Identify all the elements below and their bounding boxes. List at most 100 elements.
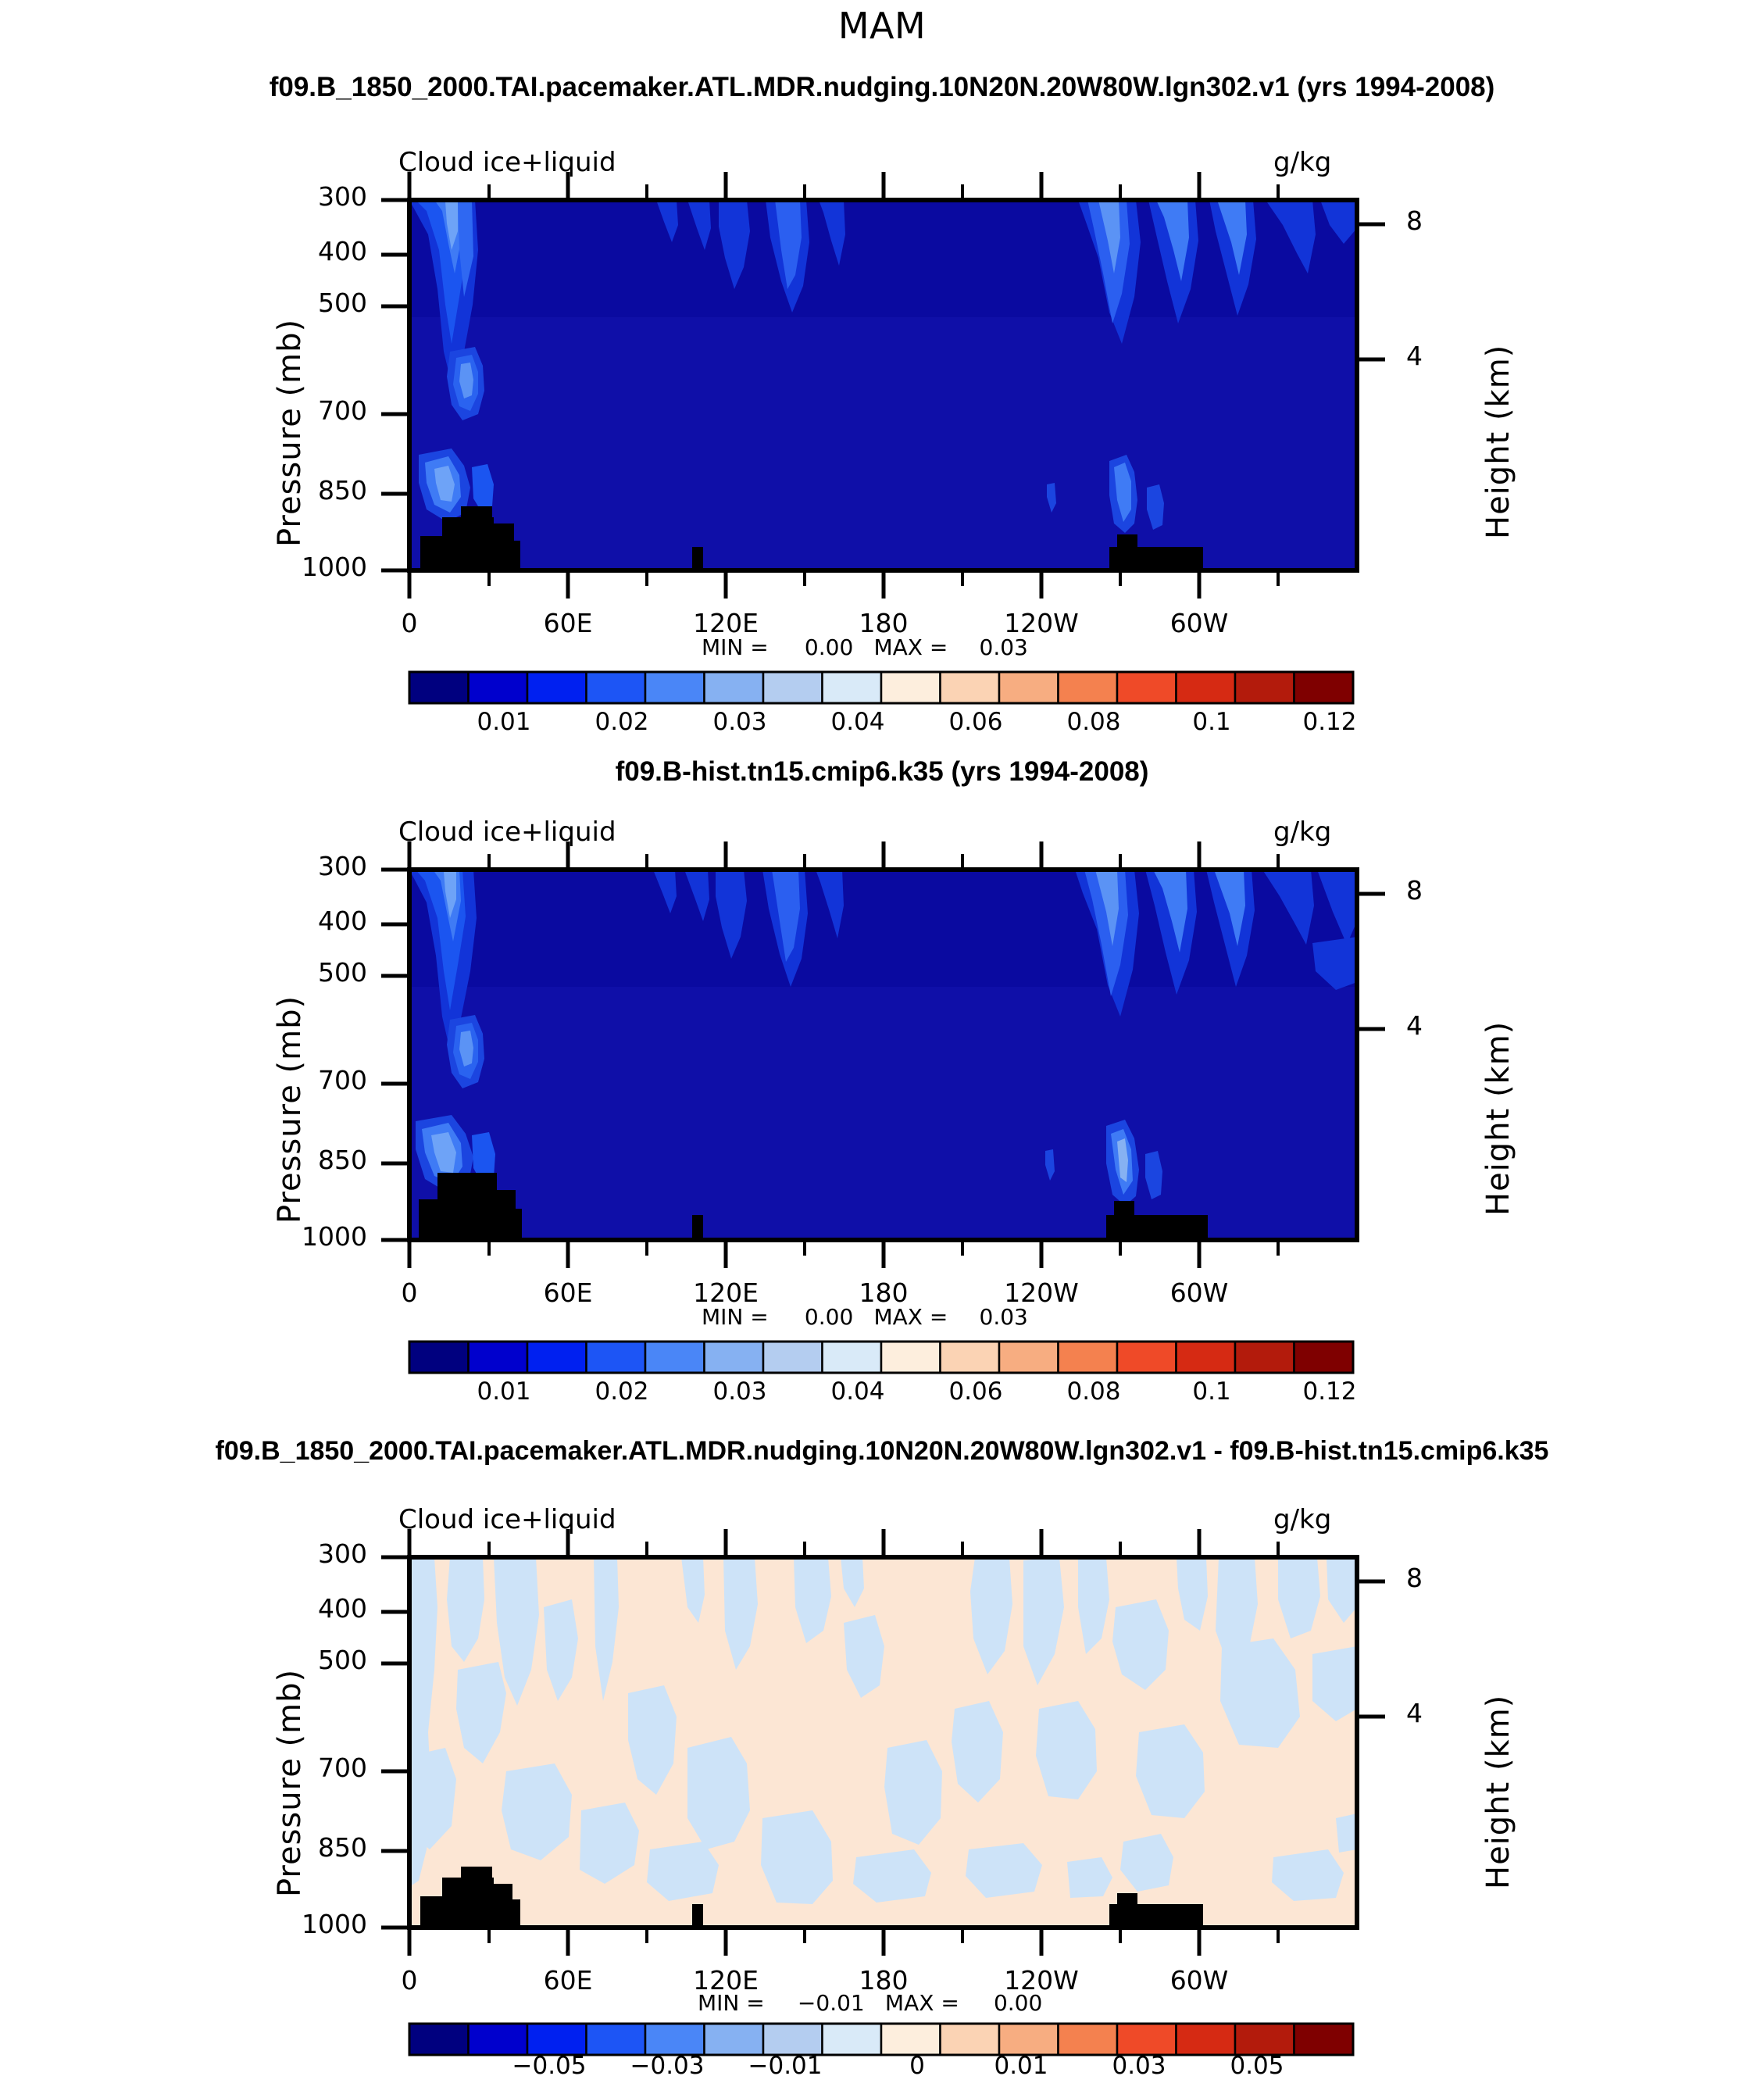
colorbar-cell bbox=[408, 2022, 470, 2056]
panel-case-max-value: 0.03 bbox=[979, 634, 1028, 660]
colorbar-cell bbox=[880, 1340, 941, 1374]
panel-difference-max-label: MAX = bbox=[884, 1990, 959, 2016]
colorbar-cell bbox=[762, 670, 823, 705]
cbA2-tick-5: 0.08 bbox=[1066, 1377, 1121, 1406]
panel-control-units-label: g/kg bbox=[1273, 816, 1332, 848]
cbD-tick-6: 0.05 bbox=[1230, 2052, 1284, 2076]
panel-case-topography-mask bbox=[420, 506, 1203, 570]
panel-case-title: f09.B_1850_2000.TAI.pacemaker.ATL.MDR.nu… bbox=[269, 72, 1495, 102]
panel-control-min-label: MIN = bbox=[702, 1304, 769, 1330]
panel-case-min-label: MIN = bbox=[702, 634, 769, 660]
panel-control-ytick-400: 400 bbox=[318, 906, 367, 936]
cbD-tick-1: −0.03 bbox=[630, 2052, 705, 2076]
panel-case-y2tick-8: 8 bbox=[1406, 205, 1423, 236]
panel-case-ytick-400: 400 bbox=[318, 236, 367, 266]
cbA1-tick-7: 0.12 bbox=[1302, 708, 1357, 736]
colorbar-cell bbox=[1293, 2022, 1355, 2056]
colorbar-cell bbox=[408, 670, 470, 705]
colorbar-cell bbox=[1057, 2022, 1119, 2056]
panel-control-topography-mask bbox=[419, 1173, 1208, 1240]
colorbar-cell bbox=[467, 1340, 529, 1374]
cbA1-tick-5: 0.08 bbox=[1066, 708, 1121, 736]
panel-difference-title: f09.B_1850_2000.TAI.pacemaker.ATL.MDR.nu… bbox=[215, 1436, 1549, 1466]
colorbar-cell bbox=[1293, 670, 1355, 705]
panel-case-field-label: Cloud ice+liquid bbox=[398, 147, 616, 178]
panel-case-xtick-120E: 120E bbox=[693, 608, 759, 638]
colorbar-cell bbox=[585, 2022, 647, 2056]
colorbar-difference[interactable] bbox=[406, 2021, 1359, 2058]
panel-difference-y2tick-4: 4 bbox=[1406, 1698, 1423, 1728]
panel-case-xtick-120W: 120W bbox=[1004, 608, 1079, 638]
panel-control-xtick-60W: 60W bbox=[1169, 1277, 1229, 1308]
colorbar-cell bbox=[880, 2022, 941, 2056]
panel-control-min-value: 0.00 bbox=[804, 1304, 854, 1330]
panel-case-top-ticks bbox=[407, 172, 1280, 200]
colorbar-cell bbox=[1293, 1340, 1355, 1374]
panel-case-ytick-1000: 1000 bbox=[302, 552, 367, 582]
panel-control-contour-field bbox=[409, 870, 1357, 1240]
panel-difference-ytick-1000: 1000 bbox=[302, 1909, 367, 1939]
panel-case-y2tick-4: 4 bbox=[1406, 341, 1423, 371]
colorbar-cell bbox=[644, 670, 705, 705]
panel-case-xtick-60W: 60W bbox=[1169, 608, 1229, 638]
cbD-tick-4: 0.01 bbox=[994, 2052, 1048, 2076]
colorbar-cell bbox=[998, 2022, 1059, 2056]
colorbar-cell bbox=[644, 2022, 705, 2056]
panel-difference-xtick-60W: 60W bbox=[1169, 1965, 1229, 1996]
panel-control-field-label: Cloud ice+liquid bbox=[398, 816, 616, 848]
panel-case-minmax: MIN = 0.00 MAX = 0.03 bbox=[702, 634, 1028, 660]
cbA1-tick-4: 0.06 bbox=[948, 708, 1003, 736]
colorbar-cell bbox=[1116, 670, 1177, 705]
panel-difference-contour-field bbox=[409, 1557, 1357, 1928]
cbD-tick-0: −0.05 bbox=[512, 2052, 587, 2076]
colorbar-absolute-1[interactable] bbox=[406, 669, 1359, 706]
panel-difference-units-label: g/kg bbox=[1273, 1504, 1332, 1535]
colorbar-cell bbox=[1234, 1340, 1295, 1374]
colorbar-cell bbox=[1175, 2022, 1237, 2056]
panel-control-y2tick-8: 8 bbox=[1406, 875, 1423, 906]
colorbar-cell bbox=[585, 670, 647, 705]
panel-control-bottom-ticks bbox=[407, 1240, 1280, 1268]
colorbar-cell bbox=[408, 1340, 470, 1374]
colorbar-cell bbox=[821, 1340, 883, 1374]
colorbar-cell bbox=[1116, 2022, 1177, 2056]
panel-case-xtick-0: 0 bbox=[401, 608, 418, 638]
colorbar-cell bbox=[526, 670, 587, 705]
panel-difference-plot bbox=[381, 1529, 1385, 1956]
panel-difference-xtick-60E: 60E bbox=[543, 1965, 593, 1996]
panel-difference-ytick-850: 850 bbox=[318, 1832, 367, 1863]
panel-case-max-label: MAX = bbox=[873, 634, 948, 660]
colorbar-cell bbox=[644, 1340, 705, 1374]
panel-control-ytick-700: 700 bbox=[318, 1065, 367, 1095]
colorbar-cell bbox=[526, 2022, 587, 2056]
panel-control-xtick-0: 0 bbox=[401, 1277, 418, 1308]
colorbar-cell bbox=[939, 1340, 1001, 1374]
colorbar-cell bbox=[1057, 1340, 1119, 1374]
panel-control-title: f09.B-hist.tn15.cmip6.k35 (yrs 1994-2008… bbox=[615, 756, 1149, 787]
colorbar-cell bbox=[762, 2022, 823, 2056]
panel-case-units-label: g/kg bbox=[1273, 147, 1332, 178]
colorbar-absolute-2[interactable] bbox=[406, 1338, 1359, 1376]
panel-control-xtick-180: 180 bbox=[859, 1277, 909, 1308]
panel-difference-ytick-400: 400 bbox=[318, 1593, 367, 1624]
panel-control-ytick-500: 500 bbox=[318, 957, 367, 988]
panel-case-bottom-ticks bbox=[407, 570, 1280, 599]
panel-control-ytick-850: 850 bbox=[318, 1145, 367, 1175]
cbA2-tick-0: 0.01 bbox=[477, 1377, 531, 1406]
panel-control-max-label: MAX = bbox=[873, 1304, 948, 1330]
panel-control-ytick-300: 300 bbox=[318, 851, 367, 881]
colorbar-cell bbox=[1175, 1340, 1237, 1374]
colorbar-cell bbox=[821, 670, 883, 705]
panel-difference-ytick-300: 300 bbox=[318, 1538, 367, 1569]
cbA2-tick-4: 0.06 bbox=[948, 1377, 1003, 1406]
panel-difference-xtick-120W: 120W bbox=[1004, 1965, 1079, 1996]
panel-control-ytick-1000: 1000 bbox=[302, 1221, 367, 1252]
panel-case-ytick-700: 700 bbox=[318, 395, 367, 426]
panel-control-y2tick-4: 4 bbox=[1406, 1010, 1423, 1041]
colorbar-cell bbox=[703, 1340, 765, 1374]
panel-difference-min-label: MIN = bbox=[698, 1990, 765, 2016]
figure-suptitle: MAM bbox=[837, 5, 927, 47]
colorbar-cell bbox=[467, 2022, 529, 2056]
colorbar-cell bbox=[467, 670, 529, 705]
panel-case-contour-field bbox=[409, 200, 1357, 570]
